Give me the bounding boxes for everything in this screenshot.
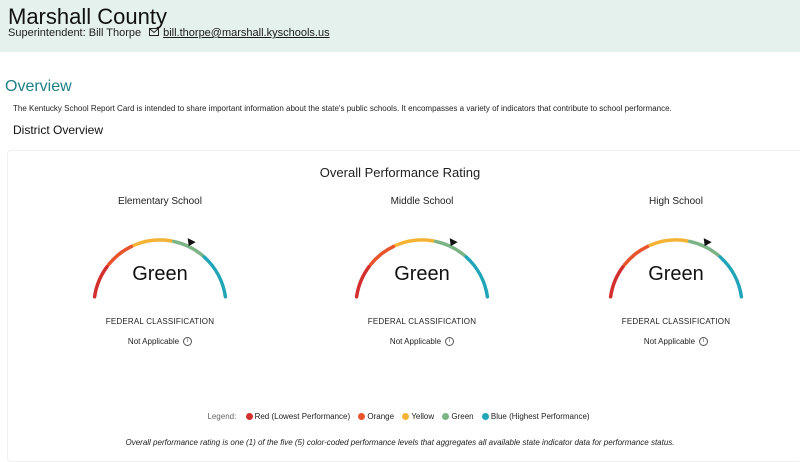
county-title: Marshall County — [8, 4, 167, 29]
gauge-segment-orange — [622, 244, 650, 267]
superintendent-line: Superintendent: Bill Thorpe bill.thorpe@… — [8, 27, 330, 39]
legend-dot — [442, 413, 450, 421]
gauge-segment-green — [687, 239, 721, 258]
legend-dot — [402, 413, 410, 421]
performance-gauge — [608, 238, 744, 299]
school-name: Elementary School — [118, 196, 202, 207]
gauge-segment-yellow — [648, 238, 690, 247]
legend-dot — [245, 413, 253, 421]
federal-classification-value: Not Applicable — [127, 337, 180, 346]
federal-classification-row: Not Applicable i — [40, 337, 280, 347]
info-icon[interactable]: i — [699, 337, 709, 347]
gauge-segment-green — [433, 239, 467, 258]
legend-item-blue: Blue (Highest Performance) — [481, 412, 590, 421]
gauge-pointer-icon — [449, 238, 458, 247]
gauge-segment-red — [608, 264, 626, 299]
rating-value: Green — [394, 263, 450, 285]
gauge-segment-orange — [106, 244, 134, 267]
federal-classification-value: Not Applicable — [643, 337, 696, 346]
overall-performance-title: Overall Performance Rating — [319, 165, 481, 180]
school-column-elementary: Elementary School Green FEDERAL CLASSIFI… — [40, 196, 280, 347]
legend-item-red: Red (Lowest Performance) — [245, 412, 351, 421]
legend-item-label: Yellow — [411, 412, 435, 421]
federal-classification-value: Not Applicable — [389, 337, 442, 346]
district-header: Marshall County Superintendent: Bill Tho… — [0, 0, 800, 52]
legend-item-yellow: Yellow — [402, 412, 434, 421]
overview-description: The Kentucky School Report Card is inten… — [13, 104, 672, 113]
school-column-high: High School Green FEDERAL CLASSIFICATION… — [556, 196, 796, 347]
legend-item-green: Green — [442, 412, 474, 421]
federal-classification-label: FEDERAL CLASSIFICATION — [621, 317, 731, 326]
gauge-segment-green — [171, 239, 205, 258]
federal-classification-row: Not Applicable i — [302, 337, 542, 347]
school-column-middle: Middle School Green FEDERAL CLASSIFICATI… — [302, 196, 542, 347]
rating-value: Green — [132, 263, 188, 285]
legend-dot — [481, 413, 489, 421]
legend-item-label: Green — [451, 412, 474, 421]
federal-classification-label: FEDERAL CLASSIFICATION — [367, 317, 477, 326]
performance-gauge — [354, 238, 490, 299]
gauge-segment-blue — [718, 255, 744, 299]
gauge-pointer-icon — [703, 238, 712, 247]
gauge-segment-yellow — [132, 238, 174, 247]
info-icon[interactable]: i — [183, 337, 193, 347]
envelope-icon — [149, 27, 160, 39]
legend-item-label: Orange — [367, 412, 395, 421]
info-icon[interactable]: i — [445, 337, 455, 347]
legend-item-orange: Orange — [358, 412, 394, 421]
rating-value: Green — [648, 263, 704, 285]
gauge-segment-red — [92, 264, 110, 299]
legend-label: Legend: — [207, 412, 237, 421]
gauge-segment-blue — [202, 255, 228, 299]
performance-gauge — [92, 238, 228, 299]
gauge-pointer-icon — [187, 238, 196, 247]
district-overview-heading: District Overview — [13, 123, 104, 137]
legend-item-label: Blue (Highest Performance) — [490, 412, 590, 421]
gauge-segment-blue — [464, 255, 490, 299]
gauge-segment-red — [354, 264, 372, 299]
district-overview-card — [7, 150, 800, 462]
legend-dot — [358, 413, 366, 421]
overview-heading: Overview — [5, 78, 72, 95]
federal-classification-label: FEDERAL CLASSIFICATION — [105, 317, 215, 326]
gauge-segment-yellow — [394, 238, 436, 247]
legend: Legend: Red (Lowest Performance) Orange … — [0, 412, 800, 421]
school-name: Middle School — [390, 196, 454, 207]
federal-classification-row: Not Applicable i — [556, 337, 796, 347]
school-name: High School — [649, 196, 703, 207]
legend-item-label: Red (Lowest Performance) — [254, 412, 351, 421]
gauge-segment-orange — [368, 244, 396, 267]
superintendent-email-link[interactable]: bill.thorpe@marshall.kyschools.us — [163, 27, 330, 39]
superintendent-name: Superintendent: Bill Thorpe — [8, 27, 142, 39]
performance-footnote: Overall performance rating is one (1) of… — [125, 438, 675, 447]
